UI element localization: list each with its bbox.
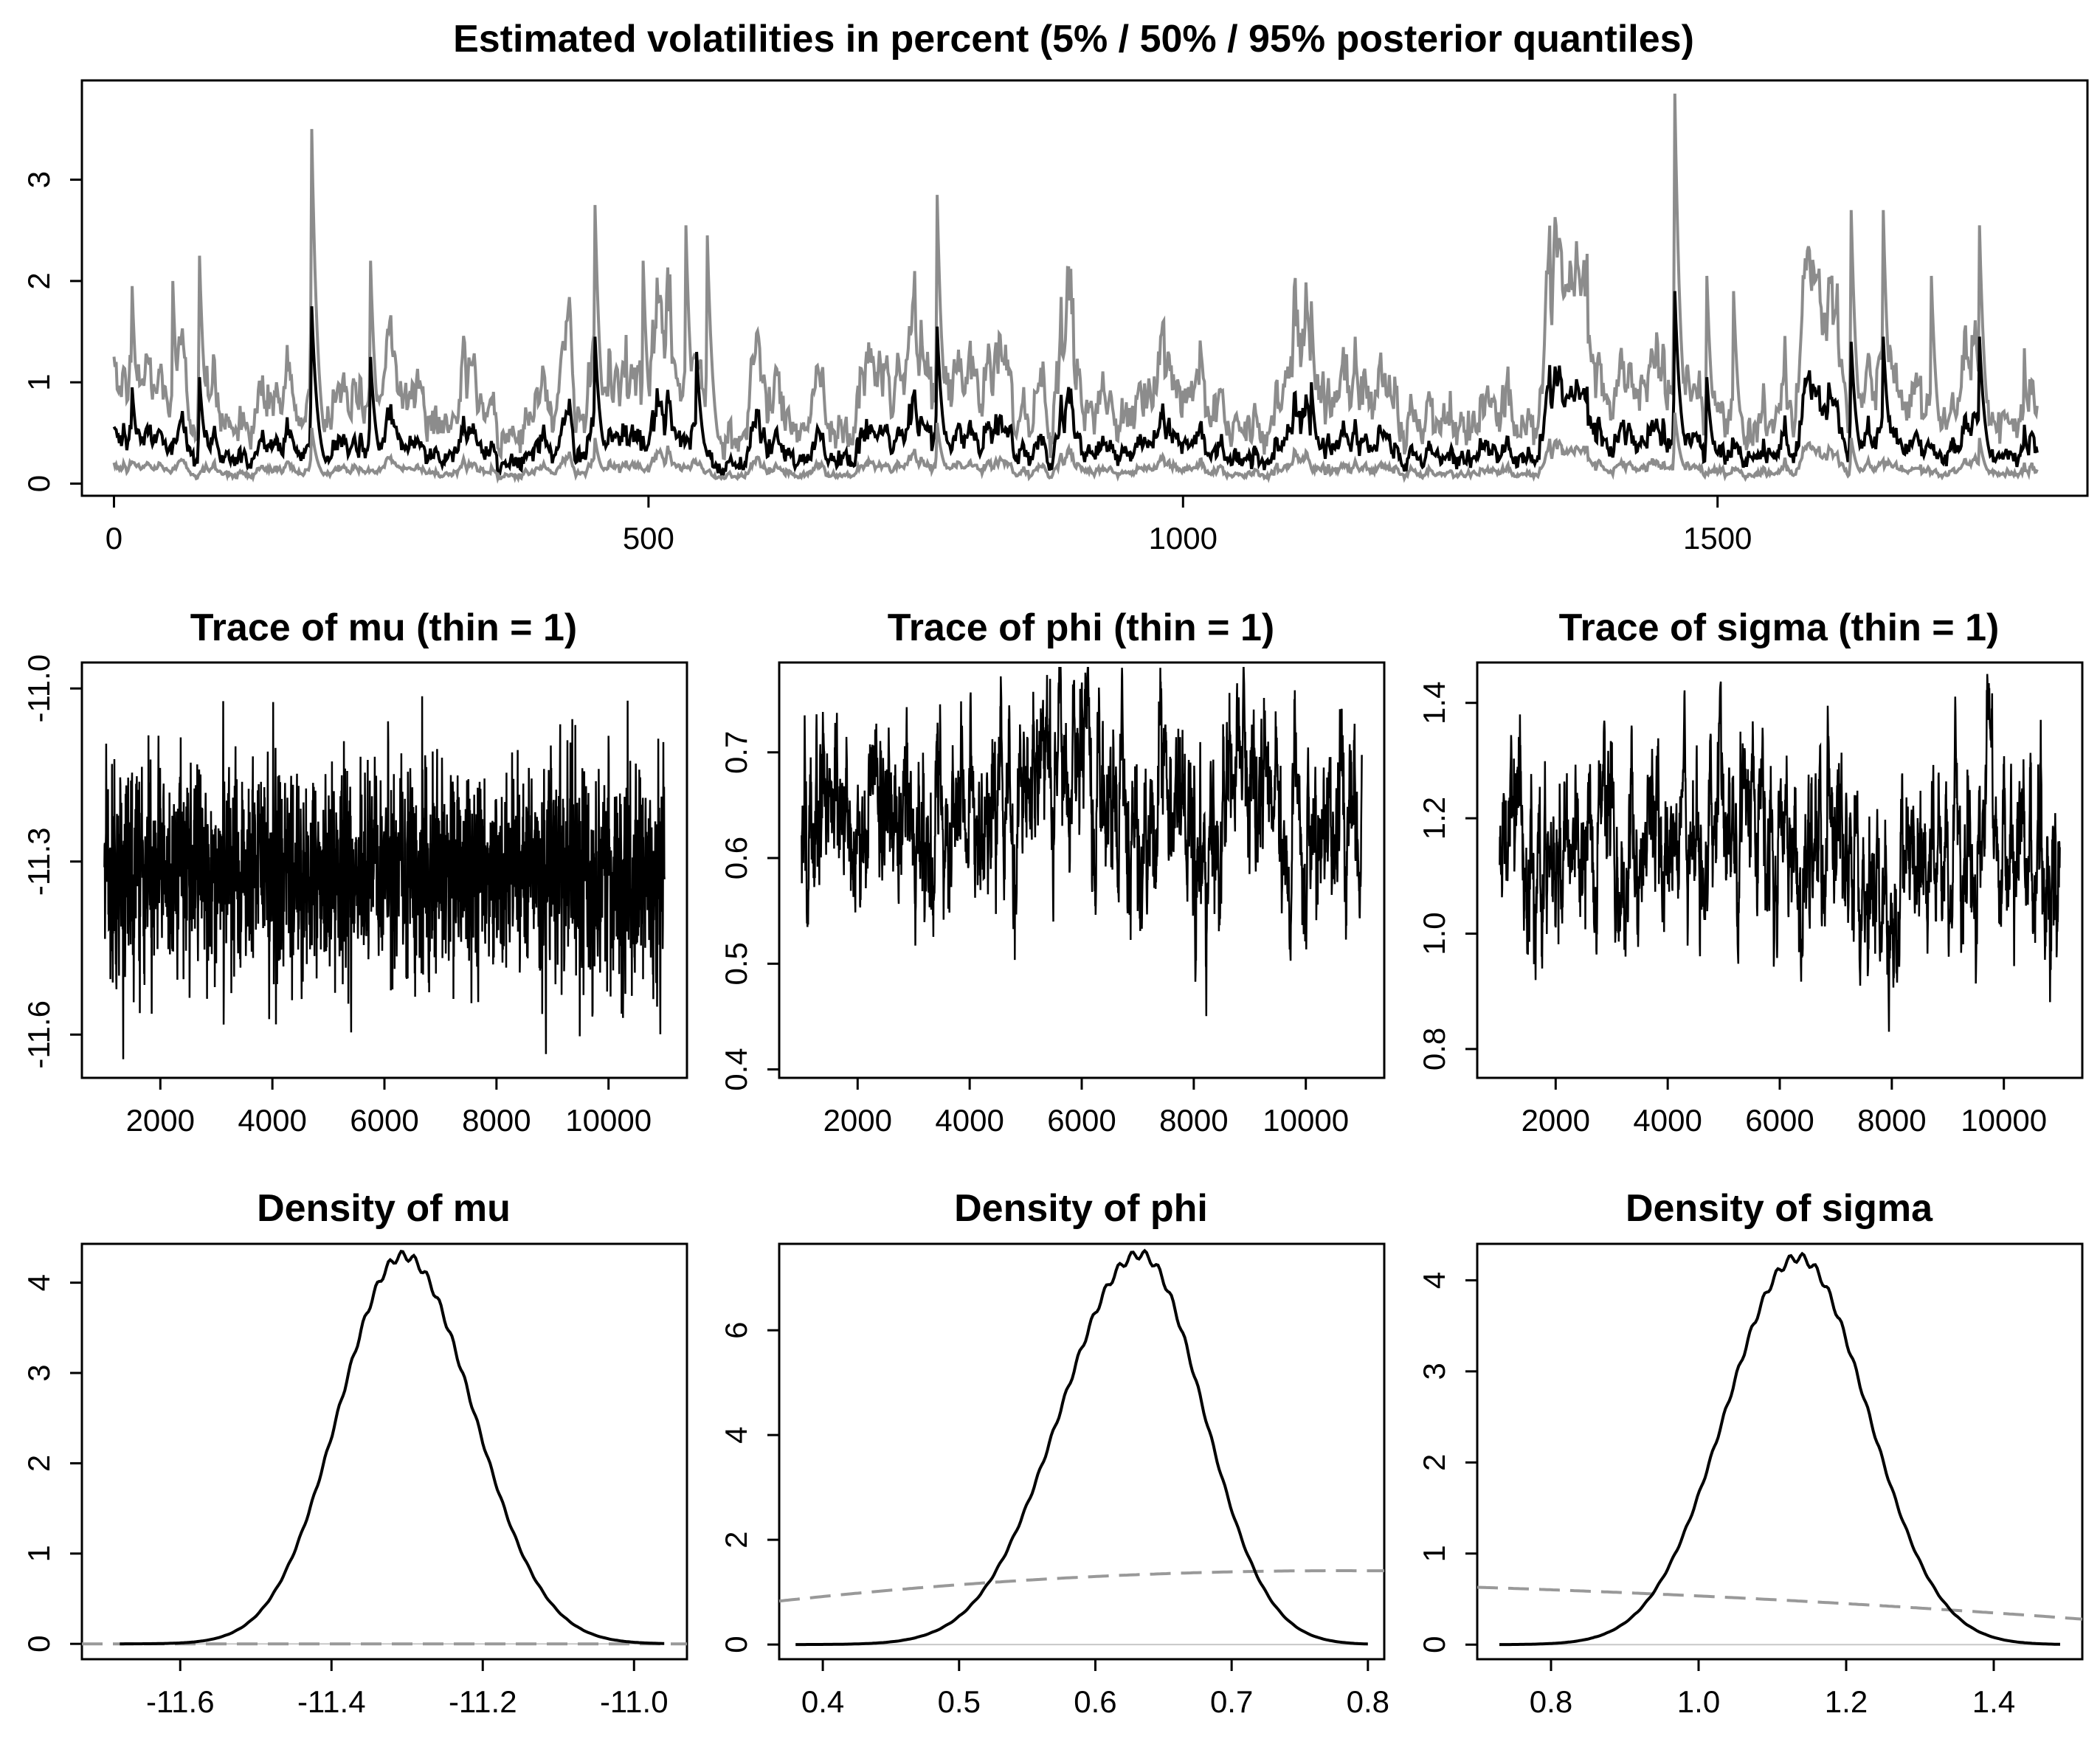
y-tick-label: 1 — [21, 374, 56, 391]
trace-sigma-title: Trace of sigma (thin = 1) — [1559, 606, 2000, 649]
x-tick-label: 4000 — [1633, 1103, 1702, 1138]
y-tick-label: 0.6 — [719, 837, 753, 879]
y-tick-label: 3 — [1417, 1363, 1451, 1380]
x-tick-label: 1.4 — [1972, 1684, 2015, 1719]
y-tick-label: 2 — [719, 1531, 753, 1548]
x-tick-label: 6000 — [1047, 1103, 1116, 1138]
y-tick-label: -11.3 — [21, 827, 56, 896]
x-tick-label: 6000 — [350, 1103, 418, 1138]
x-tick-label: 1.2 — [1825, 1684, 1868, 1719]
x-tick-label: 2000 — [126, 1103, 195, 1138]
volatility-series-line — [112, 93, 2039, 462]
volatility-series-line — [112, 412, 2039, 484]
x-tick-label: 8000 — [462, 1103, 531, 1138]
y-tick-label: 0.5 — [719, 942, 753, 985]
x-tick-label: 2000 — [1522, 1103, 1590, 1138]
y-tick-label: 2 — [21, 1455, 56, 1472]
y-tick-label: 4 — [1417, 1272, 1451, 1289]
y-tick-label: 0 — [719, 1636, 753, 1653]
y-tick-label: 4 — [21, 1274, 56, 1291]
density-mu-panel: Density of mu -11.6 -11.4 -11.2 -11.0 0 1 2 3 4 — [21, 1187, 688, 1719]
y-tick-label: 0.7 — [719, 731, 753, 774]
x-tick-label: 0.8 — [1530, 1684, 1572, 1719]
trace-series-line — [801, 666, 1363, 1017]
posterior-density-line — [120, 1249, 665, 1646]
trace-mu-panel: Trace of mu (thin = 1) 2000 4000 6000 8000 1… — [21, 606, 688, 1138]
y-tick-label: 4 — [719, 1426, 753, 1443]
x-tick-label: 0.5 — [938, 1684, 981, 1719]
prior-density-line — [1476, 1585, 2083, 1621]
volatility-series-line — [112, 291, 2039, 477]
x-tick-label: -11.2 — [449, 1684, 517, 1719]
density-sigma-title: Density of sigma — [1626, 1187, 1933, 1230]
density-phi-panel: Density of phi 0.4 0.5 0.6 0.7 0.8 0 2 4 6 — [719, 1187, 1389, 1719]
x-tick-label: 0.6 — [1074, 1684, 1116, 1719]
y-tick-label: 1.2 — [1417, 797, 1451, 840]
prior-density-line — [778, 1569, 1384, 1603]
x-tick-label: 2000 — [823, 1103, 892, 1138]
x-tick-label: 0.4 — [801, 1684, 844, 1719]
y-tick-label: 0.8 — [1417, 1028, 1451, 1070]
x-tick-label: 0.7 — [1210, 1684, 1253, 1719]
y-tick-label: 2 — [1417, 1454, 1451, 1471]
x-tick-label: 6000 — [1745, 1103, 1814, 1138]
trace-series-line — [103, 696, 666, 1059]
density-mu-title: Density of mu — [257, 1187, 511, 1230]
posterior-density-line — [795, 1248, 1368, 1647]
y-tick-label: 1 — [1417, 1545, 1451, 1562]
x-tick-label: 0.8 — [1347, 1684, 1389, 1719]
y-tick-label: 1 — [21, 1545, 56, 1562]
posterior-density-line — [1499, 1251, 2060, 1647]
x-tick-label: 4000 — [935, 1103, 1004, 1138]
x-tick-label: 10000 — [1961, 1103, 2047, 1138]
y-tick-label: 1.0 — [1417, 912, 1451, 955]
x-tick-label: 8000 — [1159, 1103, 1228, 1138]
x-tick-label: 1.0 — [1677, 1684, 1720, 1719]
x-tick-label: 1000 — [1149, 521, 1217, 556]
density-phi-plot-box — [778, 1242, 1386, 1661]
y-tick-label: 0 — [21, 1636, 56, 1653]
density-sigma-plot-box — [1476, 1242, 2084, 1661]
density-mu-plot-box — [80, 1242, 688, 1661]
trace-sigma-panel: Trace of sigma (thin = 1) 2000 4000 6000 80… — [1417, 606, 2084, 1138]
y-tick-label: 0 — [1417, 1636, 1451, 1653]
x-tick-label: -11.6 — [146, 1684, 215, 1719]
trace-phi-title: Trace of phi (thin = 1) — [888, 606, 1274, 649]
x-tick-label: 4000 — [238, 1103, 306, 1138]
volatility-panel: Estimated volatilities in percent (5% / … — [21, 18, 2089, 556]
x-tick-label: 10000 — [565, 1103, 652, 1138]
x-tick-label: 0 — [106, 521, 122, 556]
y-tick-label: -11.0 — [21, 654, 56, 723]
x-tick-label: 8000 — [1857, 1103, 1926, 1138]
y-tick-label: 1.4 — [1417, 682, 1451, 724]
trace-mu-title: Trace of mu (thin = 1) — [190, 606, 577, 649]
trace-series-line — [1499, 674, 2061, 1032]
y-tick-label: 6 — [719, 1321, 753, 1338]
density-phi-title: Density of phi — [954, 1187, 1208, 1230]
y-tick-label: 0.4 — [719, 1048, 753, 1090]
x-tick-label: 500 — [623, 521, 674, 556]
x-tick-label: 10000 — [1263, 1103, 1349, 1138]
trace-phi-panel: Trace of phi (thin = 1) 2000 4000 6000 8000… — [719, 606, 1386, 1138]
x-tick-label: -11.4 — [297, 1684, 366, 1719]
y-tick-label: 3 — [21, 1364, 56, 1381]
x-tick-label: -11.0 — [600, 1684, 669, 1719]
x-tick-label: 1500 — [1683, 521, 1752, 556]
volatility-title: Estimated volatilities in percent (5% / … — [453, 18, 1694, 60]
y-tick-label: 0 — [21, 475, 56, 492]
volatility-plot-box — [80, 79, 2089, 497]
y-tick-label: 3 — [21, 171, 56, 188]
y-tick-label: 2 — [21, 272, 56, 289]
density-sigma-panel: Density of sigma 0.8 1.0 1.2 1.4 0 1 2 3 4 — [1417, 1187, 2084, 1719]
y-tick-label: -11.6 — [21, 1000, 56, 1069]
